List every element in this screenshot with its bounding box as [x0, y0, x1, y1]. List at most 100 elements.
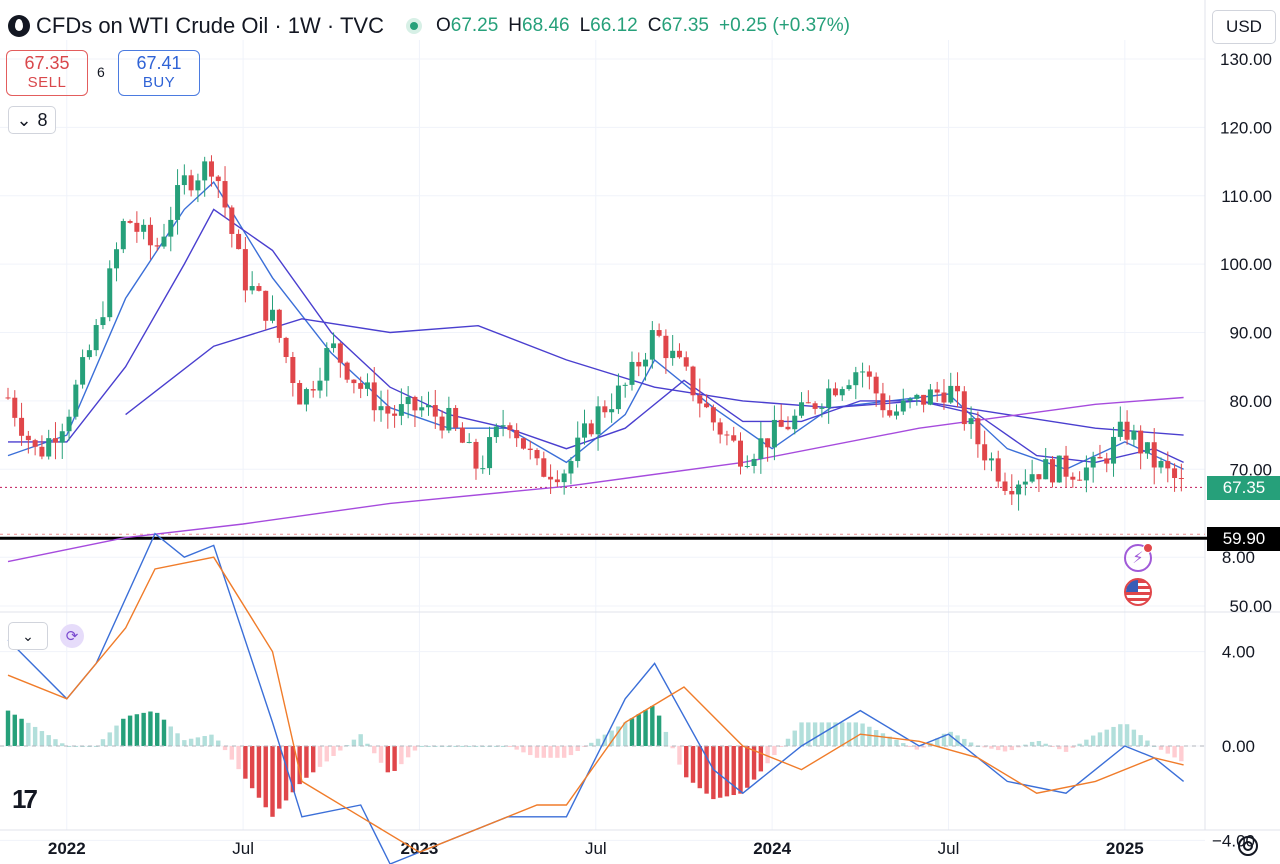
candle-body	[466, 441, 472, 443]
candle-body	[19, 417, 25, 436]
macd-bar	[392, 746, 397, 771]
macd-bar	[460, 746, 465, 747]
market-status-icon[interactable]	[405, 18, 422, 34]
candle-body	[988, 458, 994, 461]
candle-body	[1158, 461, 1164, 468]
macd-bar	[1084, 739, 1089, 746]
candle-body	[527, 448, 533, 451]
buy-button[interactable]: 67.41 BUY	[118, 50, 200, 96]
macd-line	[7, 532, 1185, 864]
candle-body	[751, 458, 757, 466]
macd-bar	[385, 746, 391, 773]
candle-body	[724, 434, 730, 436]
current-price-tag: 67.35	[1207, 476, 1280, 500]
candle-body	[1144, 442, 1150, 454]
candle-body	[1111, 436, 1117, 464]
macd-bar	[263, 746, 268, 808]
macd-bar	[351, 739, 357, 746]
macd-bar	[222, 746, 228, 751]
indicators-toggle-button[interactable]: ⌄ 8	[8, 106, 56, 134]
candle-body	[778, 419, 784, 427]
macd-bar	[1023, 744, 1028, 746]
macd-bar	[1057, 746, 1062, 750]
macd-bar	[507, 746, 513, 747]
macd-bar	[1097, 732, 1103, 746]
candle-body	[5, 397, 11, 399]
candle-body	[690, 366, 696, 396]
symbol-title[interactable]: CFDs on WTI Crude Oil · 1W · TVC	[36, 13, 384, 38]
candle-body	[1097, 456, 1103, 459]
macd-bar	[677, 746, 682, 765]
macd-bar	[873, 730, 879, 746]
time-tick-label: Jul	[232, 839, 254, 858]
macd-bar	[39, 731, 45, 746]
price-tick-label: 70.00	[1229, 460, 1272, 479]
macd-bar	[311, 746, 316, 773]
candle-body	[439, 416, 445, 431]
earnings-event-icon[interactable]: ⚡	[1124, 543, 1153, 572]
macd-bar	[168, 726, 173, 746]
candle-body	[1070, 476, 1076, 480]
macd-bar	[188, 738, 194, 746]
us-flag-event-icon[interactable]	[1124, 578, 1152, 606]
macd-bar	[724, 746, 730, 797]
macd-bar	[616, 726, 621, 746]
macd-bar	[405, 746, 411, 758]
candle-body	[792, 415, 798, 430]
candle-body	[161, 236, 167, 247]
price-tick-label: 50.00	[1229, 597, 1272, 616]
macd-bar	[1104, 729, 1109, 746]
horizontal-line-tag[interactable]: 59.90	[1207, 527, 1280, 551]
macd-bar	[256, 746, 262, 798]
macd-bar	[636, 714, 641, 746]
macd-bar	[66, 746, 72, 747]
candle-body	[1090, 456, 1096, 468]
candle-body	[276, 309, 282, 338]
candle-body	[615, 385, 621, 410]
settings-icon[interactable]	[1238, 836, 1258, 856]
macd-bar	[555, 746, 560, 758]
candle-body	[195, 180, 201, 191]
candle-body	[812, 403, 818, 409]
macd-collapse-button[interactable]: ⌄	[8, 622, 48, 650]
candle-body	[629, 361, 635, 385]
macd-bar	[1016, 746, 1021, 748]
candle-body	[799, 402, 805, 416]
candle-body	[371, 382, 377, 411]
macd-bar	[182, 740, 187, 746]
candle-body	[256, 286, 262, 291]
macd-histogram	[5, 706, 1184, 817]
grid	[0, 40, 1205, 841]
macd-bar	[1145, 740, 1150, 746]
macd-bar	[1070, 746, 1076, 748]
candle-body	[927, 389, 933, 405]
macd-bar	[60, 743, 65, 746]
price-tick-label: 110.00	[1221, 187, 1272, 206]
candle-body	[290, 357, 296, 384]
ohlc-high: 68.46	[522, 15, 570, 36]
candle-body	[297, 383, 303, 405]
moving-average-line	[125, 318, 1184, 436]
candle-body	[575, 437, 581, 462]
candle-body	[541, 458, 547, 477]
candle-body	[1172, 468, 1178, 479]
candle-body	[344, 362, 350, 380]
tradingview-logo[interactable]: 17	[12, 784, 38, 814]
sync-icon[interactable]: ⟳	[60, 624, 84, 648]
macd-bar	[243, 746, 248, 779]
candle-body	[93, 325, 99, 351]
currency-button[interactable]: USD	[1212, 10, 1276, 44]
macd-bar	[1131, 729, 1137, 746]
buy-label: BUY	[142, 74, 176, 91]
candle-body	[249, 286, 255, 291]
macd-bar	[236, 746, 241, 770]
sell-button[interactable]: 67.35 SELL	[6, 50, 88, 96]
candle-body	[222, 181, 228, 208]
candle-body	[46, 438, 52, 457]
macd-bar	[1036, 741, 1042, 746]
macd-bar	[921, 746, 926, 748]
price-tick-label: 100.00	[1220, 255, 1272, 274]
candle-body	[351, 379, 357, 384]
candle-body	[242, 249, 248, 291]
